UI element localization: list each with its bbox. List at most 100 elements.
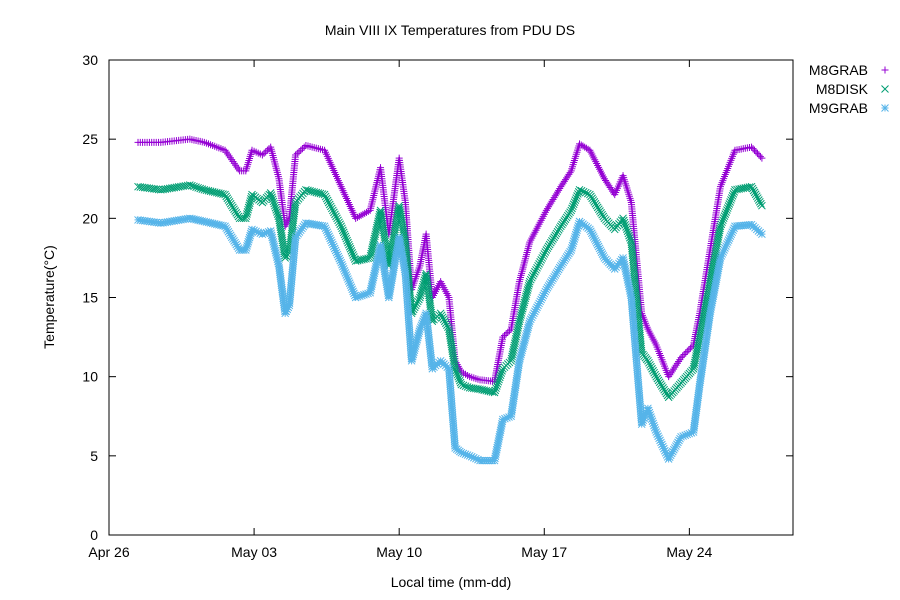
data-point-interp (492, 382, 501, 390)
data-point (637, 420, 646, 429)
data-point-interp (595, 244, 604, 253)
data-point (542, 285, 551, 294)
data-point-interp (681, 431, 690, 440)
data-point (498, 415, 507, 424)
data-point-interp (502, 330, 510, 338)
data-point-interp (520, 338, 529, 346)
data-point-interp (533, 303, 541, 312)
data-point-interp (411, 344, 419, 353)
data-point-interp (226, 231, 235, 240)
data-point-interp (579, 187, 588, 196)
data-point-interp (671, 444, 679, 452)
data-point-interp (246, 197, 255, 205)
data-point-interp (569, 202, 577, 211)
data-point-interp (409, 350, 418, 359)
data-point-interp (268, 233, 277, 242)
data-point-interp (338, 226, 347, 235)
data-point-interp (650, 368, 658, 377)
data-point-interp (570, 198, 579, 207)
data-point (758, 230, 766, 239)
data-point (644, 356, 652, 365)
data-point-interp (679, 432, 687, 440)
data-point (490, 388, 499, 397)
data-point (586, 225, 594, 234)
data-point-interp (439, 315, 448, 324)
data-point-interp (606, 184, 614, 192)
data-point-interp (593, 240, 602, 249)
data-point-interp (245, 233, 254, 242)
data-point-interp (683, 347, 691, 355)
data-point (457, 448, 466, 457)
data-point-interp (665, 453, 674, 462)
data-point-interp (342, 234, 351, 243)
data-point-interp (554, 226, 563, 234)
data-point-interp (754, 196, 763, 204)
data-point-interp (326, 234, 334, 243)
data-point-interp (332, 248, 341, 257)
data-point-interp (722, 242, 730, 250)
data-point (557, 183, 565, 191)
data-point-interp (225, 229, 234, 238)
data-point-interp (757, 199, 765, 208)
y-tick-label: 20 (82, 210, 98, 226)
data-point-interp (559, 179, 567, 187)
data-point-interp (523, 327, 531, 336)
data-point-interp (417, 321, 426, 330)
data-point-interp (540, 289, 549, 298)
data-point-interp (552, 269, 561, 277)
data-point-interp (640, 412, 649, 421)
y-tick-label: 0 (90, 527, 98, 543)
data-point-interp (516, 352, 525, 361)
data-point (567, 246, 576, 254)
data-point-interp (243, 208, 252, 216)
data-point-interp (328, 238, 336, 247)
data-point-interp (523, 325, 532, 334)
data-point-interp (340, 230, 349, 239)
data-point-interp (588, 194, 596, 203)
legend-marker (881, 66, 889, 74)
data-point-interp (755, 151, 763, 159)
data-point-interp (343, 236, 351, 245)
data-point-interp (334, 252, 343, 261)
data-point-interp (493, 380, 502, 388)
data-point-interp (551, 192, 559, 200)
data-point-interp (651, 370, 660, 379)
data-point-interp (357, 211, 365, 219)
data-point (266, 227, 275, 235)
data-point-interp (624, 229, 633, 238)
data-point-interp (645, 408, 654, 417)
data-point-interp (532, 305, 540, 314)
data-point (542, 246, 551, 254)
data-point-interp (572, 194, 581, 202)
data-point-interp (756, 153, 764, 161)
data-point-interp (469, 453, 478, 462)
data-point-interp (561, 176, 569, 184)
data-point-interp (651, 426, 660, 434)
legend-marker (881, 104, 889, 112)
data-point (677, 432, 685, 441)
data-point-interp (727, 194, 736, 202)
data-point-interp (417, 289, 425, 298)
data-point-interp (410, 303, 419, 312)
data-point-interp (338, 260, 346, 269)
data-point-interp (549, 195, 557, 203)
data-point-interp (323, 228, 332, 237)
data-point-interp (413, 297, 422, 306)
data-point-interp (362, 290, 370, 298)
data-point (221, 190, 229, 199)
data-point-interp (343, 273, 351, 281)
data-point-interp (358, 291, 366, 300)
data-point-interp (593, 203, 602, 212)
data-point-interp (717, 220, 726, 229)
data-point (351, 293, 360, 302)
data-point-interp (653, 374, 662, 383)
data-point-interp (274, 257, 282, 266)
data-point-interp (682, 349, 690, 357)
data-point-interp (727, 230, 736, 239)
data-point (716, 222, 725, 231)
data-point-interp (565, 170, 573, 178)
data-point-interp (550, 272, 559, 281)
data-point-interp (720, 246, 728, 254)
data-point-interp (224, 227, 233, 236)
data-point-interp (650, 421, 658, 430)
